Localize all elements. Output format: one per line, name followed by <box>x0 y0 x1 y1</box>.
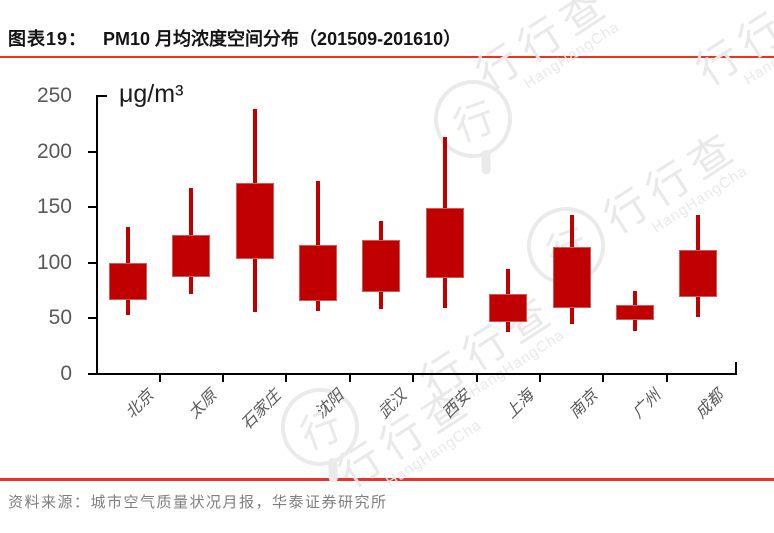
x-label-taiyuan: 太原 <box>185 387 221 422</box>
y-tick-label-200: 200 <box>36 139 72 163</box>
source-note: 资料来源：城市空气质量状况月报，华泰证券研究所 <box>8 495 388 511</box>
y-tick-label-100: 100 <box>36 250 72 274</box>
candle-box-shanghai <box>489 293 528 323</box>
y-tick-150 <box>88 206 97 208</box>
footer-separator-line <box>0 478 774 481</box>
x-label-nanjing: 南京 <box>566 387 601 422</box>
x-label-shanghai: 上海 <box>502 387 538 422</box>
y-tick-label-50: 50 <box>48 306 72 329</box>
y-axis-unit-label: μg/m³ <box>119 80 184 108</box>
x-label-wuhan: 武汉 <box>376 387 411 422</box>
figure-caption: 图表19： PM10 月均浓度空间分布（201509-201610） <box>8 25 461 51</box>
x-label-shijiazhuang: 石家庄 <box>238 387 284 434</box>
candle-box-nanjing <box>552 246 591 308</box>
y-axis-line <box>95 95 98 375</box>
x-label-xian: 西安 <box>439 387 475 422</box>
candle-box-chengdu <box>679 250 718 297</box>
title-underline <box>0 56 774 58</box>
y-tick-100 <box>88 261 97 264</box>
x-axis-end-tick <box>735 361 737 374</box>
x-tick-3 <box>285 373 288 382</box>
y-tick-label-0: 0 <box>60 361 72 385</box>
x-tick-1 <box>158 373 161 382</box>
figure-title: PM10 月均浓度空间分布（201509-201610） <box>103 29 462 49</box>
y-tick-label-250: 250 <box>36 84 72 107</box>
candle-box-wuhan <box>362 240 401 293</box>
y-tick-label-150: 150 <box>36 195 72 218</box>
x-label-guangzhou: 广州 <box>629 387 665 422</box>
x-tick-5 <box>412 373 415 382</box>
candle-box-guangzhou <box>615 304 654 321</box>
x-tick-6 <box>475 373 478 382</box>
x-tick-2 <box>222 373 225 382</box>
figure-number: 图表19： <box>8 29 88 49</box>
candle-box-xian <box>425 208 464 279</box>
y-tick-50 <box>88 317 97 319</box>
candle-box-taiyuan <box>172 234 211 277</box>
x-tick-9 <box>665 373 668 382</box>
x-tick-7 <box>538 373 541 382</box>
y-tick-250 <box>96 95 107 97</box>
x-label-shenyang: 沈阳 <box>312 387 348 422</box>
x-tick-4 <box>348 373 351 382</box>
candle-box-beijing <box>108 262 147 301</box>
candle-box-shenyang <box>299 244 338 302</box>
x-label-beijing: 北京 <box>122 387 158 422</box>
x-tick-8 <box>602 373 605 382</box>
x-label-chengdu: 成都 <box>692 387 728 422</box>
y-tick-200 <box>88 150 97 153</box>
candle-box-shijiazhuang <box>235 182 274 260</box>
